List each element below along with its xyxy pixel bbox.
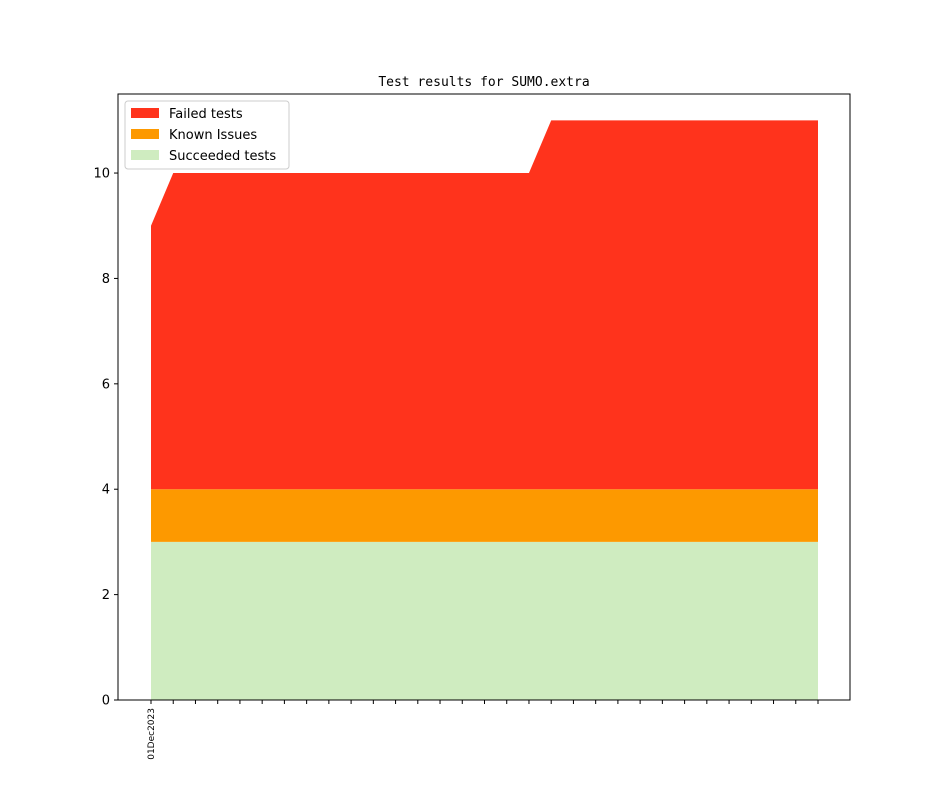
- legend-label-succeeded-tests: Succeeded tests: [169, 149, 276, 164]
- chart-title: Test results for SUMO.extra: [378, 75, 589, 90]
- y-axis: 0 2 4 6 8 10: [93, 167, 118, 709]
- legend-label-known-issues: Known Issues: [169, 128, 257, 143]
- y-tick-label: 10: [93, 167, 110, 182]
- legend: Failed tests Known Issues Succeeded tests: [124, 100, 290, 170]
- y-tick-label: 0: [102, 694, 110, 709]
- x-tick-label: 01Dec2023: [147, 708, 157, 760]
- legend-swatch-failed-tests: [131, 108, 159, 118]
- x-axis: 01Dec2023: [147, 700, 819, 760]
- area-succeeded-tests: [151, 541, 818, 700]
- area-known-issues: [151, 489, 818, 542]
- plot-areas: [151, 120, 818, 700]
- legend-swatch-known-issues: [131, 129, 159, 139]
- y-tick-label: 4: [102, 483, 110, 498]
- legend-box: [124, 100, 290, 170]
- y-tick-label: 2: [102, 588, 110, 603]
- y-tick-label: 6: [102, 377, 110, 392]
- legend-swatch-succeeded-tests: [131, 150, 159, 160]
- area-failed-tests: [151, 120, 818, 490]
- y-tick-label: 8: [102, 272, 110, 287]
- legend-label-failed-tests: Failed tests: [169, 107, 243, 122]
